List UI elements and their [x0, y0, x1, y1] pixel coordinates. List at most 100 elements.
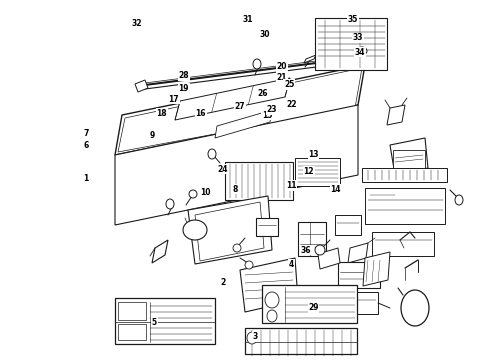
Text: 17: 17: [169, 95, 179, 104]
Bar: [295, 158, 340, 186]
Circle shape: [263, 33, 265, 35]
Bar: [262, 285, 357, 323]
Ellipse shape: [455, 195, 463, 205]
Circle shape: [261, 92, 263, 94]
Bar: [225, 162, 293, 200]
Polygon shape: [195, 202, 264, 261]
Circle shape: [246, 18, 248, 20]
Text: 10: 10: [200, 188, 211, 197]
Text: 35: 35: [347, 15, 358, 24]
Ellipse shape: [253, 59, 261, 69]
Circle shape: [288, 83, 290, 85]
Text: 33: 33: [352, 33, 363, 42]
Text: 31: 31: [242, 15, 253, 24]
Ellipse shape: [189, 190, 197, 198]
Text: 32: 32: [132, 19, 143, 28]
Polygon shape: [152, 240, 168, 263]
Bar: [245, 328, 357, 354]
Text: 19: 19: [178, 84, 189, 93]
Circle shape: [84, 132, 86, 134]
Bar: [338, 262, 380, 288]
Circle shape: [305, 249, 307, 251]
Circle shape: [239, 105, 241, 107]
Polygon shape: [115, 105, 358, 225]
Circle shape: [84, 177, 86, 179]
Bar: [340, 292, 378, 314]
Text: 26: 26: [257, 89, 268, 98]
Circle shape: [221, 168, 223, 170]
Text: 27: 27: [235, 102, 245, 111]
Bar: [393, 150, 425, 170]
Bar: [256, 218, 278, 236]
Polygon shape: [135, 80, 148, 92]
Text: 14: 14: [330, 185, 341, 194]
Circle shape: [307, 170, 309, 172]
Text: 23: 23: [267, 105, 277, 114]
Circle shape: [234, 188, 236, 190]
Text: 30: 30: [259, 30, 270, 39]
Circle shape: [290, 263, 292, 265]
Bar: [372, 232, 434, 256]
Text: 28: 28: [178, 71, 189, 80]
Polygon shape: [188, 196, 272, 264]
Text: 34: 34: [355, 48, 366, 57]
Ellipse shape: [183, 220, 207, 240]
Text: 9: 9: [149, 131, 154, 140]
Bar: [362, 168, 447, 182]
Polygon shape: [240, 258, 298, 312]
Circle shape: [84, 144, 86, 146]
Text: 25: 25: [284, 80, 294, 89]
Circle shape: [204, 191, 206, 193]
Polygon shape: [118, 68, 362, 152]
Bar: [315, 18, 387, 70]
Text: 36: 36: [301, 246, 312, 255]
Text: 20: 20: [276, 62, 287, 71]
Bar: [115, 298, 215, 344]
Text: 1: 1: [83, 174, 88, 183]
Circle shape: [312, 153, 314, 155]
Circle shape: [356, 36, 358, 38]
Ellipse shape: [267, 310, 277, 322]
Text: 15: 15: [262, 111, 272, 120]
Ellipse shape: [401, 290, 429, 326]
Circle shape: [221, 281, 223, 283]
Circle shape: [160, 112, 162, 114]
Circle shape: [351, 18, 353, 20]
Text: 13: 13: [308, 150, 319, 159]
Text: 7: 7: [83, 129, 88, 138]
Circle shape: [359, 51, 361, 53]
Ellipse shape: [245, 261, 253, 269]
Ellipse shape: [208, 149, 216, 159]
Text: 11: 11: [286, 181, 297, 190]
Text: 29: 29: [308, 303, 319, 312]
Polygon shape: [363, 252, 390, 286]
Bar: [118, 324, 146, 340]
Circle shape: [334, 188, 336, 190]
Bar: [118, 302, 146, 320]
Circle shape: [153, 321, 155, 323]
Ellipse shape: [357, 47, 367, 55]
Polygon shape: [175, 78, 290, 120]
Polygon shape: [348, 243, 368, 263]
Circle shape: [136, 22, 138, 24]
Polygon shape: [390, 138, 428, 175]
Text: 24: 24: [218, 165, 228, 174]
Circle shape: [253, 335, 255, 337]
Text: 5: 5: [152, 318, 157, 327]
Text: 2: 2: [220, 278, 225, 287]
Text: 16: 16: [196, 109, 206, 118]
Text: 22: 22: [286, 100, 297, 109]
Circle shape: [266, 114, 268, 116]
Circle shape: [182, 74, 184, 76]
Circle shape: [199, 112, 201, 114]
Polygon shape: [304, 55, 316, 63]
Circle shape: [150, 134, 152, 136]
Text: 3: 3: [252, 332, 257, 341]
Text: 12: 12: [303, 166, 314, 176]
Circle shape: [290, 103, 292, 105]
Circle shape: [172, 98, 174, 100]
Bar: [365, 188, 445, 224]
Bar: [298, 222, 326, 256]
Text: 8: 8: [233, 185, 238, 194]
Circle shape: [290, 184, 292, 186]
